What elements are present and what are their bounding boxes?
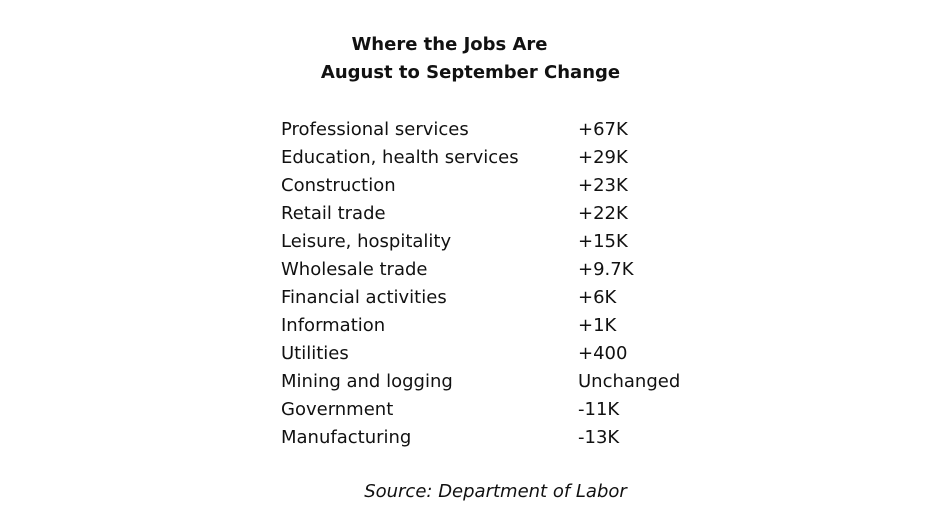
row-value: -13K xyxy=(578,427,620,448)
row-label: Utilities xyxy=(281,343,349,364)
row-value: +15K xyxy=(578,231,628,252)
row-label: Retail trade xyxy=(281,203,386,224)
table-row: Education, health services +29K xyxy=(281,145,741,173)
row-label: Wholesale trade xyxy=(281,259,428,280)
row-label: Information xyxy=(281,315,386,336)
row-label: Financial activities xyxy=(281,287,447,308)
table-row: Leisure, hospitality +15K xyxy=(281,229,741,257)
row-label: Government xyxy=(281,399,394,420)
row-label: Leisure, hospitality xyxy=(281,231,452,252)
row-value: +67K xyxy=(578,119,628,140)
source-note: Source: Department of Labor xyxy=(364,481,627,502)
row-value: Unchanged xyxy=(578,371,681,392)
table-row: Wholesale trade +9.7K xyxy=(281,257,741,285)
row-label: Manufacturing xyxy=(281,427,412,448)
row-value: -11K xyxy=(578,399,620,420)
row-value: +22K xyxy=(578,203,628,224)
chart-title: Where the Jobs Are xyxy=(351,34,548,55)
jobs-table: Professional services +67K Education, heal… xyxy=(281,117,741,453)
table-row: Utilities +400 xyxy=(281,341,741,369)
row-value: +23K xyxy=(578,175,628,196)
chart-subtitle: August to September Change xyxy=(320,62,621,83)
table-row: Financial activities +6K xyxy=(281,285,741,313)
table-row: Professional services +67K xyxy=(281,117,741,145)
row-label: Construction xyxy=(281,175,396,196)
row-value: +9.7K xyxy=(578,259,634,280)
row-label: Professional services xyxy=(281,119,469,140)
row-label: Mining and logging xyxy=(281,371,453,392)
row-label: Education, health services xyxy=(281,147,519,168)
table-row: Manufacturing -13K xyxy=(281,425,741,453)
table-row: Retail trade +22K xyxy=(281,201,741,229)
table-row: Information +1K xyxy=(281,313,741,341)
row-value: +29K xyxy=(578,147,628,168)
row-value: +1K xyxy=(578,315,617,336)
table-row: Government -11K xyxy=(281,397,741,425)
table-row: Mining and logging Unchanged xyxy=(281,369,741,397)
row-value: +400 xyxy=(578,343,628,364)
row-value: +6K xyxy=(578,287,617,308)
table-row: Construction +23K xyxy=(281,173,741,201)
